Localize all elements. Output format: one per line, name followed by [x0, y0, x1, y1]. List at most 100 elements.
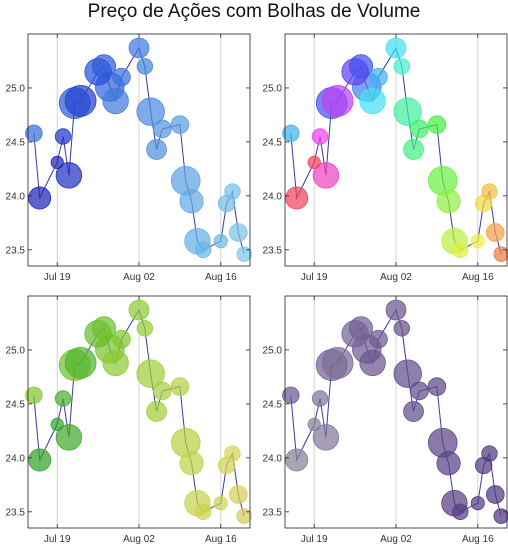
bubble-point [236, 508, 252, 524]
bubble-point [285, 186, 309, 210]
bubble-point [393, 359, 422, 388]
bubble-point [153, 381, 172, 401]
page-title: Preço de Ações com Bolhas de Volume [87, 1, 421, 22]
bubble-point [307, 155, 321, 170]
bubble-point [282, 386, 300, 404]
bubble-point [348, 316, 374, 341]
bubble-point [311, 390, 329, 407]
bubble-point [213, 234, 228, 249]
x-tick-label: Jul 19 [301, 272, 328, 283]
bubble-point [224, 183, 241, 200]
chart-panel-2: Jul 19 Aug 02 Aug 16 23.5 24.0 24.5 25.0 [263, 33, 508, 283]
x-tick-label: Jul 19 [44, 534, 71, 545]
bubble-point [481, 445, 498, 462]
bubble-point [224, 445, 241, 462]
bubble-point [452, 503, 469, 521]
chart-panel-4: Jul 19 Aug 02 Aug 16 23.5 24.0 24.5 25.0 [263, 295, 508, 545]
bubble-point [369, 329, 388, 349]
y-tick-label: 24.5 [263, 137, 283, 148]
bubble-point [91, 54, 117, 79]
x-tick-label: Aug 16 [462, 272, 494, 283]
bubble-point [369, 67, 388, 87]
bubble-point [436, 189, 461, 214]
bubble-point [427, 115, 447, 134]
bubble-point [393, 320, 411, 337]
y-tick-label: 25.0 [263, 345, 283, 356]
y-tick-label: 23.5 [263, 507, 283, 518]
bubble-point [282, 124, 300, 142]
bubble-point [385, 299, 407, 321]
chart-panel-3: Jul 19 Aug 02 Aug 16 23.5 24.0 24.5 25.0 [6, 295, 252, 545]
bubble-point [146, 401, 167, 422]
bubble-point [486, 485, 505, 504]
bubble-point [28, 448, 52, 472]
bubble-point [229, 485, 248, 504]
bubble-point [146, 139, 167, 160]
bubble-point [403, 139, 424, 160]
y-tick-label: 25.0 [263, 83, 283, 94]
bubble-point [236, 246, 252, 262]
y-tick-label: 24.0 [6, 453, 26, 464]
bubble-point [486, 223, 505, 242]
bubble-point [481, 183, 498, 200]
bubble-point [493, 246, 508, 262]
bubble-point [427, 377, 447, 396]
bubble-point [393, 97, 422, 126]
bubble-point [170, 377, 190, 396]
bubble-point [55, 424, 83, 451]
bubble-point [153, 119, 172, 139]
y-tick-label: 25.0 [6, 345, 26, 356]
y-tick-label: 23.5 [6, 507, 26, 518]
bubble-point [493, 508, 508, 524]
bubble-point [410, 381, 429, 401]
bubble-point [470, 234, 485, 249]
y-tick-label: 23.5 [263, 245, 283, 256]
y-tick-label: 24.5 [263, 399, 283, 410]
bubble-point [359, 87, 386, 115]
bubble-point [64, 85, 97, 117]
bubble-point [112, 329, 131, 349]
bubble-point [311, 128, 329, 145]
bubble-point [213, 496, 228, 511]
bubble-point [102, 87, 129, 115]
x-tick-label: Aug 02 [123, 272, 155, 283]
bubble-point [50, 155, 64, 170]
x-tick-label: Aug 02 [123, 534, 155, 545]
bubble-point [25, 386, 43, 404]
y-tick-label: 24.5 [6, 137, 26, 148]
bubble-point [179, 451, 204, 476]
bubble-point [312, 424, 340, 451]
bubble-point [128, 37, 150, 59]
bubble-point [229, 223, 248, 242]
y-tick-label: 24.5 [6, 399, 26, 410]
bubble-point [452, 241, 469, 259]
bubble-point [470, 496, 485, 511]
chart-panel-1: Jul 19 Aug 02 Aug 16 23.5 24.0 24.5 25.0 [6, 33, 252, 283]
bubble-point [136, 97, 165, 126]
bubble-point [136, 320, 154, 337]
x-tick-label: Aug 16 [462, 534, 494, 545]
y-tick-label: 23.5 [6, 245, 26, 256]
bubble-point [385, 37, 407, 59]
bubble-point [285, 448, 309, 472]
bubble-point [436, 451, 461, 476]
bubble-point [91, 316, 117, 341]
bubble-point [348, 54, 374, 79]
y-tick-label: 24.0 [6, 191, 26, 202]
bubble-point [410, 119, 429, 139]
x-tick-label: Aug 16 [205, 272, 237, 283]
bubble-point [195, 241, 212, 259]
bubble-point [102, 349, 129, 377]
x-tick-label: Aug 02 [380, 272, 412, 283]
bubble-point [55, 162, 83, 189]
bubble-point [321, 85, 354, 117]
x-tick-label: Jul 19 [44, 272, 71, 283]
bubble-point [136, 58, 154, 75]
y-tick-label: 24.0 [263, 191, 283, 202]
bubble-point [179, 189, 204, 214]
bubble-point [54, 128, 72, 145]
bubble-point [393, 58, 411, 75]
bubble-point [403, 401, 424, 422]
bubble-point [128, 299, 150, 321]
x-tick-label: Aug 02 [380, 534, 412, 545]
